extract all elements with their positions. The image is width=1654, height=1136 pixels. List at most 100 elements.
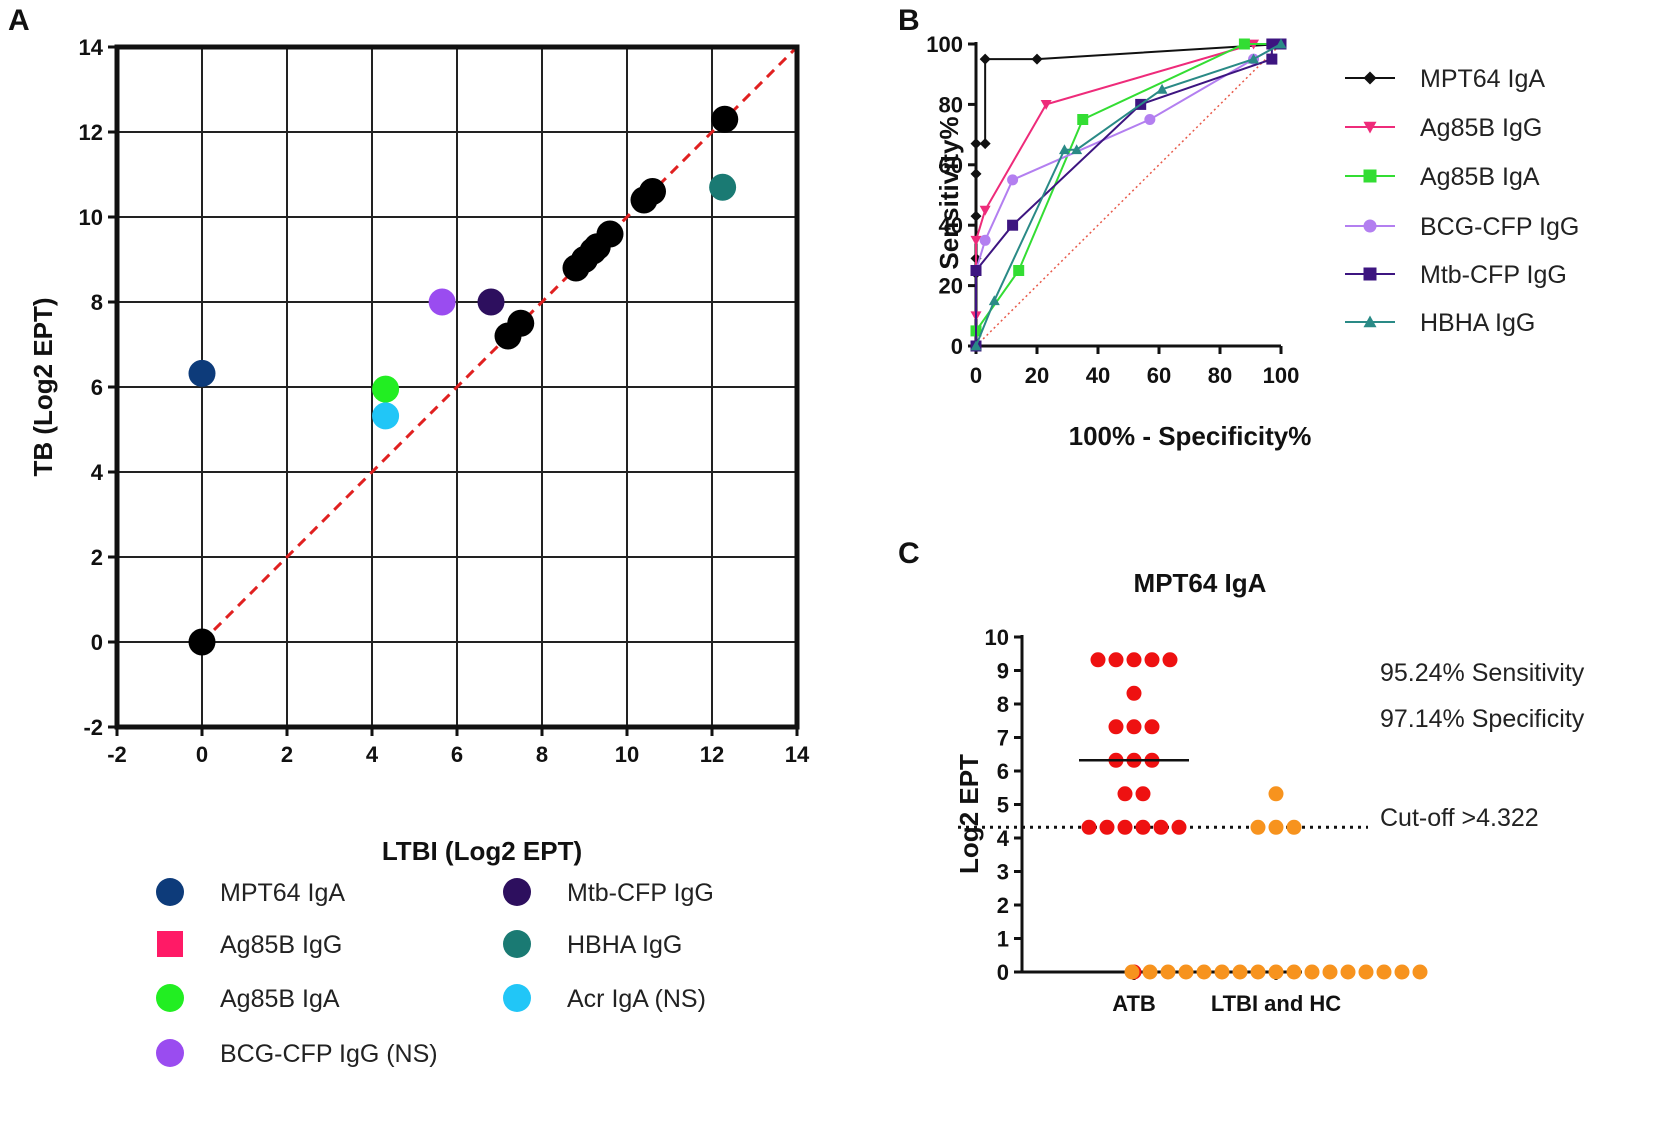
panel-b-legend-marker (1363, 267, 1377, 281)
panel-c-category-label: ATB (1112, 991, 1156, 1016)
panel-c-point (1304, 964, 1320, 980)
panel-b-letter: B (898, 4, 920, 37)
panel-c-cutoff-label: Cut-off >4.322 (1380, 804, 1539, 832)
panel-c-specificity-annotation: 97.14% Specificity (1380, 705, 1585, 733)
panel-a-y-tick-label: 8 (91, 290, 103, 315)
panel-b-series-marker (1071, 144, 1083, 155)
panel-c-point (1268, 786, 1284, 802)
panel-b-series-marker (1013, 265, 1025, 276)
panel-c-point (1090, 652, 1106, 668)
panel-a-legend-label: MPT64 IgA (220, 879, 345, 907)
panel-c-point (1232, 964, 1248, 980)
panel-c-point (1171, 819, 1187, 835)
panel-c-point (1108, 719, 1124, 735)
panel-a-x-tick-label: 14 (785, 742, 810, 767)
panel-a-point (372, 375, 400, 403)
panel-b-legend-label: Ag85B IgG (1420, 114, 1542, 142)
panel-b-y-ticks: 0 20 40 60 80 100 (926, 32, 976, 359)
panel-c-y-tick-label: 6 (997, 759, 1009, 784)
panel-a-point (477, 288, 505, 316)
panel-c-point (1144, 652, 1160, 668)
panel-c-point (1412, 964, 1428, 980)
panel-c-y-ticks: 0 1 2 3 4 5 6 7 8 9 10 (985, 625, 1022, 985)
panel-c-y-tick-label: 2 (997, 893, 1009, 918)
panel-a-y-tick-label: 10 (79, 205, 103, 230)
panel-c-point (1135, 819, 1151, 835)
panel-b-series-marker (1144, 114, 1156, 125)
panel-b-series-marker (970, 340, 982, 351)
panel-b-legend-label: Ag85B IgA (1420, 163, 1540, 191)
panel-a-point (188, 359, 216, 387)
panel-b-y-tick-label: 80 (939, 92, 963, 117)
panel-b-series-marker (1248, 53, 1260, 64)
panel-a-x-tick-label: 8 (536, 742, 548, 767)
panel-c-y-tick-label: 8 (997, 692, 1009, 717)
panel-c-point (1126, 685, 1142, 701)
panel-b-y-tick-label: 40 (939, 213, 963, 238)
panel-a-legend-marker (157, 931, 183, 957)
panel-c-point (1358, 964, 1374, 980)
panel-b-legend-label: MPT64 IgA (1420, 65, 1545, 93)
panel-c-y-tick-label: 7 (997, 726, 1009, 751)
panel-a-x-ticks: -2 0 2 4 6 8 10 12 14 (107, 727, 810, 767)
panel-b-x-tick-label: 20 (1025, 363, 1049, 388)
panel-c-point (1268, 819, 1284, 835)
panel-a-point (711, 105, 739, 133)
panel-c-point (1322, 964, 1338, 980)
panel-c-point (1376, 964, 1392, 980)
panel-b-legend-label: BCG-CFP IgG (1420, 213, 1579, 241)
panel-a-identity-dashed-line (200, 45, 799, 644)
panel-b-legend-marker (1363, 169, 1377, 183)
panel-b-series-marker (1266, 53, 1278, 65)
panel-b-legend-label: Mtb-CFP IgG (1420, 261, 1567, 289)
panel-c-point (1178, 964, 1194, 980)
panel-b-y-label: Sensitivity% (934, 116, 964, 269)
panel-b-y-tick-label: 60 (939, 153, 963, 178)
panel-a-y-tick-label: 4 (91, 460, 104, 485)
panel-b-series-marker (970, 138, 982, 150)
panel-b-series (970, 38, 1287, 352)
panel-a-y-tick-label: 0 (91, 630, 103, 655)
panel-b-series-marker (1275, 38, 1287, 49)
panel-c-y-tick-label: 3 (997, 860, 1009, 885)
panel-c-sensitivity-annotation: 95.24% Sensitivity (1380, 659, 1585, 687)
panel-b-reference-dotted-line (975, 43, 1282, 347)
panel-a-legend-label: Ag85B IgA (220, 985, 340, 1013)
panel-a-legend-marker (503, 930, 531, 958)
panel-a-point (596, 220, 624, 248)
panel-b-series-marker (970, 235, 982, 246)
panel-c-y-tick-label: 1 (997, 927, 1009, 952)
panel-c-point (1268, 964, 1284, 980)
panel-a-y-tick-label: 6 (91, 375, 103, 400)
panel-a-legend-label: BCG-CFP IgG (NS) (220, 1040, 438, 1068)
panel-a-legend: MPT64 IgA Ag85B IgG Ag85B IgA BCG-CFP IgG (… (156, 878, 714, 1068)
panel-a-letter: A (8, 4, 30, 37)
panel-b-x-tick-label: 40 (1086, 363, 1110, 388)
panel-b-legend-marker (1363, 315, 1377, 328)
panel-a-point (372, 402, 400, 430)
panel-a-legend-marker (503, 878, 531, 906)
panel-c-point (1153, 819, 1169, 835)
panel-b-y-tick-label: 20 (939, 274, 963, 299)
panel-c-categories: ATB LTBI and HC (1112, 972, 1341, 1016)
panel-b-legend-marker (1363, 71, 1377, 85)
panel-b-series-marker (1031, 53, 1043, 65)
panel-c-point (1126, 652, 1142, 668)
panel-c-point (1099, 819, 1115, 835)
panel-c-point (1117, 786, 1133, 802)
panel-b-series-marker (1156, 83, 1168, 94)
panel-a-point (507, 309, 535, 337)
panel-a-legend-marker (503, 984, 531, 1012)
panel-c-point (1196, 964, 1212, 980)
panel-b-series-marker (1007, 219, 1019, 231)
panel-a-x-tick-label: -2 (107, 742, 127, 767)
panel-a-point (188, 628, 216, 656)
panel-b-series-marker (1077, 114, 1089, 125)
panel-a-y-label: TB (Log2 EPT) (28, 297, 58, 476)
panel-a-legend-marker (156, 1039, 184, 1067)
panel-b-x-tick-label: 80 (1208, 363, 1232, 388)
panel-b-y-tick-label: 100 (926, 32, 963, 57)
panel-c-point (1340, 964, 1356, 980)
panel-c-title: MPT64 IgA (1134, 568, 1267, 598)
panel-b-x-tick-label: 0 (970, 363, 982, 388)
